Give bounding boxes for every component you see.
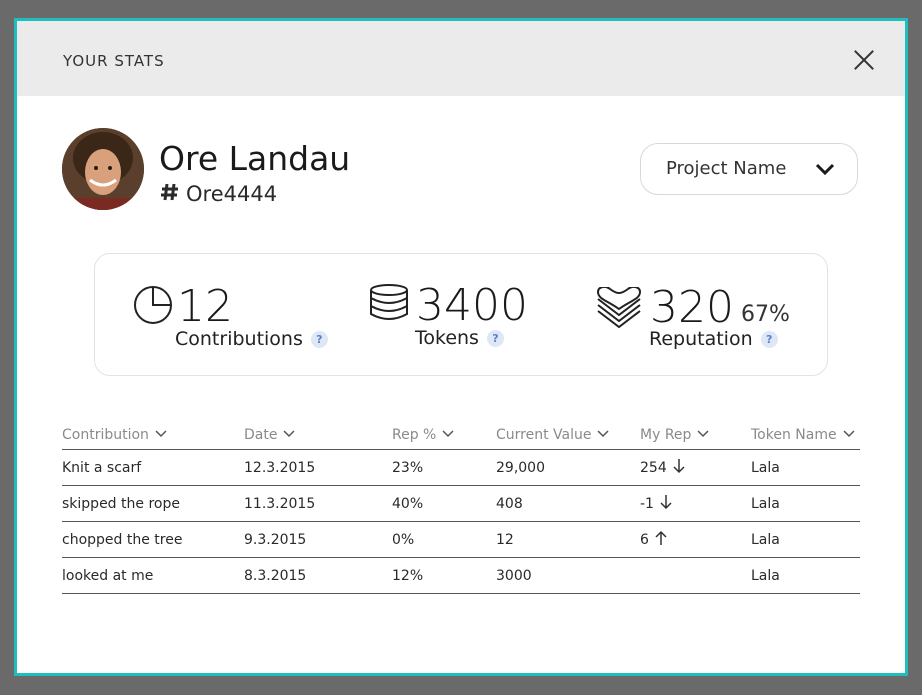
column-header-token-name[interactable]: Token Name <box>751 419 860 450</box>
project-select-value: Project Name <box>666 158 787 179</box>
column-header-label: Token Name <box>751 426 837 443</box>
chevron-down-icon <box>283 426 295 442</box>
cell-my-rep: 6 <box>640 521 751 558</box>
user-name: Ore Landau <box>159 139 351 178</box>
arrow-down-icon <box>673 458 685 478</box>
contributions-help-icon[interactable]: ? <box>310 331 328 348</box>
user-handle: Ore4444 <box>186 182 278 206</box>
column-header-rep-pct[interactable]: Rep % <box>392 419 496 450</box>
chevron-down-icon <box>843 426 855 442</box>
layered-heart-icon <box>596 285 642 333</box>
cell-contribution: skipped the rope <box>62 485 244 522</box>
cell-date: 11.3.2015 <box>244 485 392 522</box>
cell-rep-pct: 40% <box>392 485 496 522</box>
user-handle-row: Ore4444 <box>160 182 277 206</box>
contributions-label-text: Contributions <box>175 328 303 350</box>
contributions-label: Contributions? <box>175 330 328 349</box>
contributions-table: Contribution Date Rep % Current Value My… <box>62 419 860 594</box>
table-row: looked at me 8.3.2015 12% 3000 Lala <box>62 557 860 594</box>
cell-contribution: chopped the tree <box>62 521 244 558</box>
cell-token-name: Lala <box>751 557 860 594</box>
column-header-label: Rep % <box>392 426 437 443</box>
reputation-label-text: Reputation <box>649 328 753 350</box>
stats-modal: YOUR STATS Ore Landau Ore4444 Project Na… <box>14 18 908 676</box>
chevron-down-icon <box>155 426 167 442</box>
cell-token-name: Lala <box>751 521 860 558</box>
cell-my-rep: 254 <box>640 449 751 486</box>
table-row: chopped the tree 9.3.2015 0% 12 6 Lala <box>62 521 860 558</box>
my-rep-value: -1 <box>640 495 654 512</box>
stats-card: 12 Contributions? 3400 Tokens? 320 67% R <box>94 253 828 376</box>
hashtag-icon <box>160 182 180 206</box>
reputation-label: Reputation? <box>649 330 778 349</box>
reputation-help-icon[interactable]: ? <box>760 331 778 348</box>
my-rep-value: 6 <box>640 531 649 548</box>
chevron-down-icon <box>442 426 454 442</box>
pie-chart-icon <box>133 284 173 328</box>
table-row: Knit a scarf 12.3.2015 23% 29,000 254 La… <box>62 449 860 486</box>
chevron-down-icon <box>815 161 835 180</box>
cell-contribution: Knit a scarf <box>62 449 244 486</box>
cell-current-value: 3000 <box>496 557 640 594</box>
arrow-up-icon <box>655 530 667 550</box>
cell-rep-pct: 0% <box>392 521 496 558</box>
tokens-label-text: Tokens <box>415 327 479 349</box>
tokens-value: 3400 <box>416 280 528 331</box>
column-header-label: My Rep <box>640 426 692 443</box>
cell-contribution: looked at me <box>62 557 244 594</box>
table-row: skipped the rope 11.3.2015 40% 408 -1 La… <box>62 485 860 522</box>
close-button[interactable] <box>853 49 875 71</box>
chevron-down-icon <box>597 426 610 442</box>
column-header-label: Date <box>244 426 278 443</box>
column-header-my-rep[interactable]: My Rep <box>640 419 751 450</box>
cell-token-name: Lala <box>751 485 860 522</box>
avatar <box>62 128 144 210</box>
modal-title: YOUR STATS <box>63 52 165 70</box>
cell-date: 8.3.2015 <box>244 557 392 594</box>
column-header-label: Current Value <box>496 426 592 443</box>
cell-my-rep: -1 <box>640 485 751 522</box>
tokens-help-icon[interactable]: ? <box>486 330 504 347</box>
reputation-percent: 67% <box>741 302 790 327</box>
modal-header: YOUR STATS <box>17 21 905 96</box>
tokens-label: Tokens? <box>415 329 504 348</box>
project-select[interactable]: Project Name <box>640 143 858 195</box>
column-header-date[interactable]: Date <box>244 419 392 450</box>
table-header-row: Contribution Date Rep % Current Value My… <box>62 419 860 450</box>
cell-token-name: Lala <box>751 449 860 486</box>
cell-current-value: 29,000 <box>496 449 640 486</box>
cell-date: 12.3.2015 <box>244 449 392 486</box>
cell-date: 9.3.2015 <box>244 521 392 558</box>
cell-my-rep <box>640 557 751 594</box>
column-header-label: Contribution <box>62 426 149 443</box>
column-header-contribution[interactable]: Contribution <box>62 419 244 450</box>
reputation-value: 320 <box>650 282 734 333</box>
chevron-down-icon <box>697 426 709 442</box>
cell-rep-pct: 12% <box>392 557 496 594</box>
column-header-current-value[interactable]: Current Value <box>496 419 640 450</box>
coin-stack-icon <box>368 284 410 326</box>
cell-rep-pct: 23% <box>392 449 496 486</box>
my-rep-value: 254 <box>640 459 667 476</box>
contributions-value: 12 <box>177 281 233 332</box>
cell-current-value: 12 <box>496 521 640 558</box>
cell-current-value: 408 <box>496 485 640 522</box>
arrow-down-icon <box>660 494 672 514</box>
